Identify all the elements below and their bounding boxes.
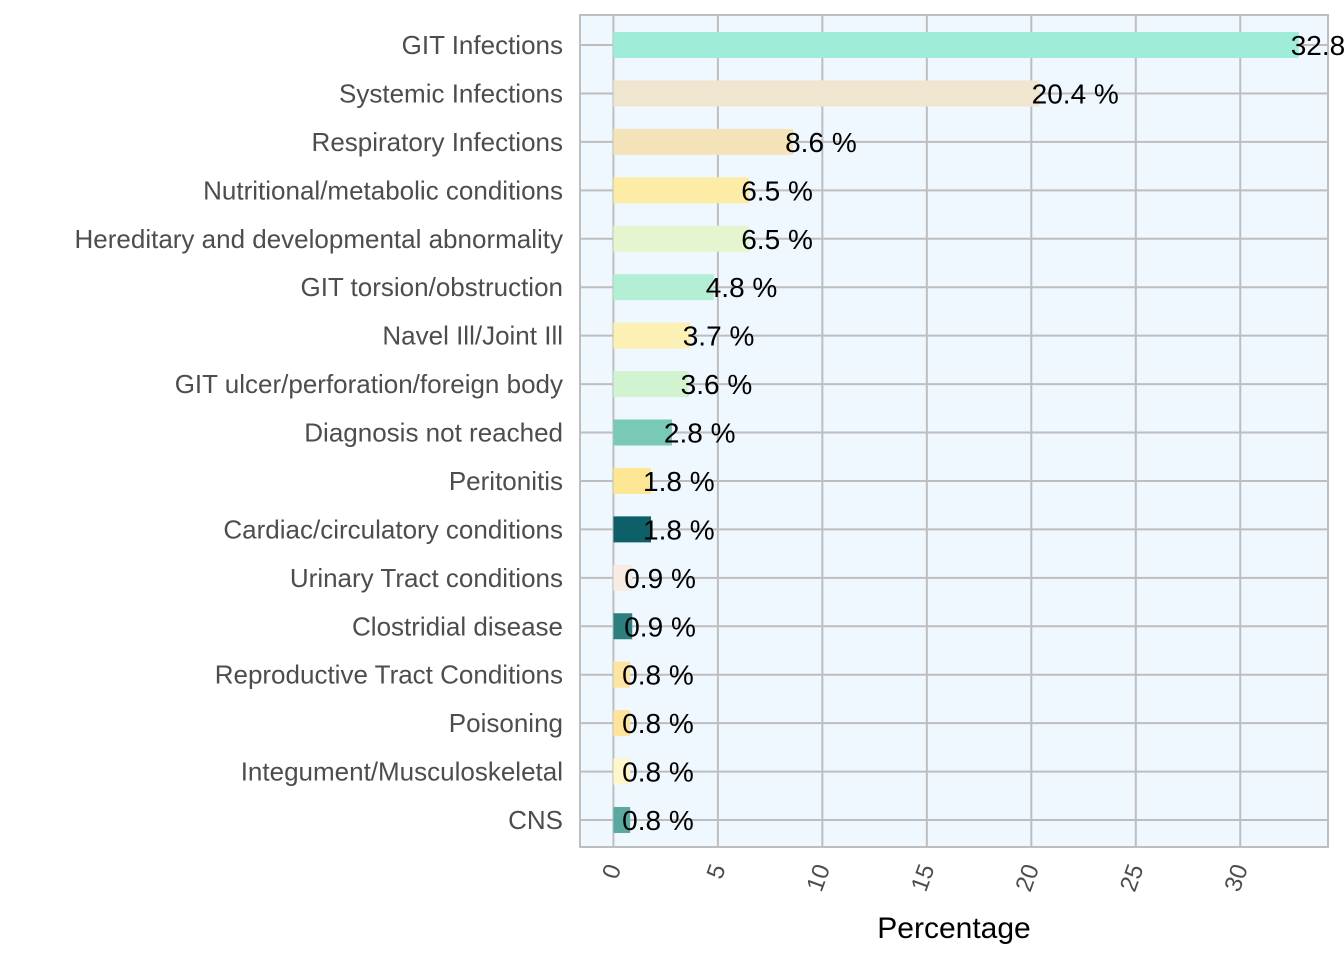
category-label: Peritonitis — [449, 466, 563, 496]
data-label: 1.8 % — [643, 514, 715, 545]
data-label: 0.8 % — [622, 805, 694, 836]
bar — [613, 419, 672, 446]
category-label: GIT torsion/obstruction — [300, 272, 563, 302]
category-label: Integument/Musculoskeletal — [241, 757, 563, 787]
category-label: CNS — [508, 805, 563, 835]
category-label: Cardiac/circulatory conditions — [223, 514, 563, 544]
x-tick-label: 15 — [906, 861, 941, 895]
bars — [613, 32, 1299, 833]
x-tick-labels: 0 5 10 15 20 25 30 — [597, 861, 1254, 895]
data-label: 6.5 % — [741, 224, 813, 255]
category-label: Poisoning — [449, 708, 563, 738]
data-label: 0.8 % — [622, 660, 694, 691]
data-label: 0.9 % — [624, 611, 696, 642]
bar — [613, 467, 652, 494]
bar — [613, 613, 633, 640]
data-label: 0.9 % — [624, 563, 696, 594]
bar — [613, 758, 631, 785]
bar — [613, 274, 714, 301]
category-label: Urinary Tract conditions — [290, 563, 563, 593]
data-label: 0.8 % — [622, 757, 694, 788]
x-tick-label: 0 — [597, 861, 627, 883]
bar — [613, 710, 631, 737]
data-label: 32.8 % — [1291, 30, 1344, 61]
data-label: 8.6 % — [785, 127, 857, 158]
data-label: 20.4 % — [1032, 78, 1119, 109]
category-label: Nutritional/metabolic conditions — [203, 175, 563, 205]
category-label: GIT ulcer/perforation/foreign body — [175, 369, 563, 399]
bar — [613, 177, 750, 204]
x-axis-title: Percentage — [877, 912, 1030, 945]
data-label: 2.8 % — [664, 418, 736, 449]
data-label: 1.8 % — [643, 466, 715, 497]
data-label: 0.8 % — [622, 708, 694, 739]
category-label: GIT Infections — [402, 30, 563, 60]
data-label: 3.6 % — [681, 369, 753, 400]
x-tick-label: 20 — [1010, 861, 1045, 895]
category-label: Systemic Infections — [339, 78, 563, 108]
x-tick-label: 25 — [1115, 861, 1150, 895]
bar — [613, 807, 631, 833]
bar — [613, 32, 1299, 58]
x-tick-label: 5 — [702, 861, 732, 883]
bar — [613, 322, 691, 349]
data-label: 3.7 % — [683, 321, 755, 352]
category-label: Navel Ill/Joint Ill — [382, 321, 563, 351]
bar — [613, 225, 750, 252]
category-label: Clostridial disease — [352, 611, 563, 641]
category-label: Reproductive Tract Conditions — [215, 660, 563, 690]
bar — [613, 371, 689, 398]
data-labels: 32.8 % 20.4 % 8.6 % 6.5 % 6.5 % 4.8 % 3.7 % 3.6… — [622, 30, 1344, 836]
bar — [613, 80, 1040, 107]
x-tick-label: 10 — [802, 861, 837, 895]
category-label: Diagnosis not reached — [304, 418, 563, 448]
bar — [613, 128, 794, 155]
category-label: Respiratory Infections — [312, 127, 563, 157]
x-tick-label: 30 — [1219, 861, 1254, 895]
bar — [613, 564, 633, 591]
category-label: Hereditary and developmental abnormality — [75, 224, 564, 254]
bar — [613, 661, 631, 688]
bar — [613, 516, 652, 543]
category-labels: GIT Infections Systemic Infections Respira… — [75, 30, 564, 835]
data-label: 6.5 % — [741, 175, 813, 206]
data-label: 4.8 % — [706, 272, 778, 303]
